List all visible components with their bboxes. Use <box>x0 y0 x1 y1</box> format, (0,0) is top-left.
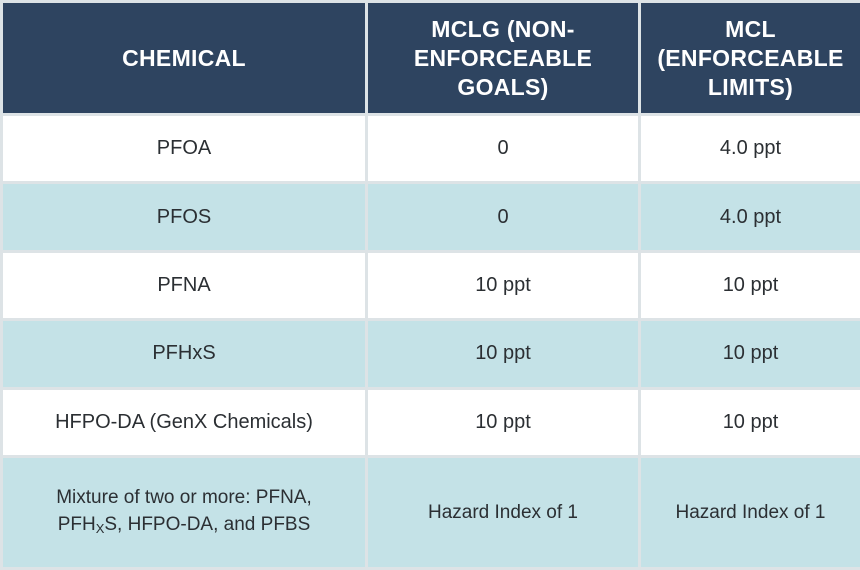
header-chemical: CHEMICAL <box>0 0 368 116</box>
chemical-cell: PFHxS <box>0 318 368 390</box>
mcl-cell: 10 ppt <box>638 318 860 390</box>
header-mcl: MCL (ENFORCEABLE LIMITS) <box>638 0 860 116</box>
table-row: PFOA 0 4.0 ppt <box>0 112 860 185</box>
table-header-row: CHEMICAL MCLG (NON-ENFORCEABLE GOALS) MC… <box>0 0 860 116</box>
chemical-cell-mixture: Mixture of two or more: PFNA, PFHXS, HFP… <box>0 455 368 570</box>
table-row: PFOS 0 4.0 ppt <box>0 181 860 253</box>
mclg-cell: 10 ppt <box>365 386 641 459</box>
chemical-cell: HFPO-DA (GenX Chemicals) <box>0 386 368 459</box>
mixture-line-2-prefix: PFH <box>57 513 96 535</box>
table-row-mixture: Mixture of two or more: PFNA, PFHXS, HFP… <box>0 455 860 570</box>
mclg-cell: 0 <box>365 112 641 185</box>
mclg-cell: Hazard Index of 1 <box>365 455 641 570</box>
chemical-cell: PFNA <box>0 249 368 322</box>
mcl-cell: 10 ppt <box>638 386 860 459</box>
chemical-cell: PFOS <box>0 181 368 253</box>
mixture-line-2-suffix: S, HFPO-DA, and PFBS <box>104 513 311 535</box>
header-mclg: MCLG (NON-ENFORCEABLE GOALS) <box>365 0 641 116</box>
mclg-cell: 0 <box>365 181 641 253</box>
mcl-cell: 10 ppt <box>638 249 860 322</box>
mcl-cell: Hazard Index of 1 <box>638 455 860 570</box>
table-row: PFNA 10 ppt 10 ppt <box>0 249 860 322</box>
mclg-cell: 10 ppt <box>365 318 641 390</box>
chemical-cell: PFOA <box>0 112 368 185</box>
mcl-cell: 4.0 ppt <box>638 112 860 185</box>
table-row: HFPO-DA (GenX Chemicals) 10 ppt 10 ppt <box>0 386 860 459</box>
table-row: PFHxS 10 ppt 10 ppt <box>0 318 860 390</box>
mixture-line-1: Mixture of two or more: PFNA, <box>56 486 312 508</box>
mclg-cell: 10 ppt <box>365 249 641 322</box>
mcl-cell: 4.0 ppt <box>638 181 860 253</box>
mixture-subscript: X <box>95 520 105 536</box>
